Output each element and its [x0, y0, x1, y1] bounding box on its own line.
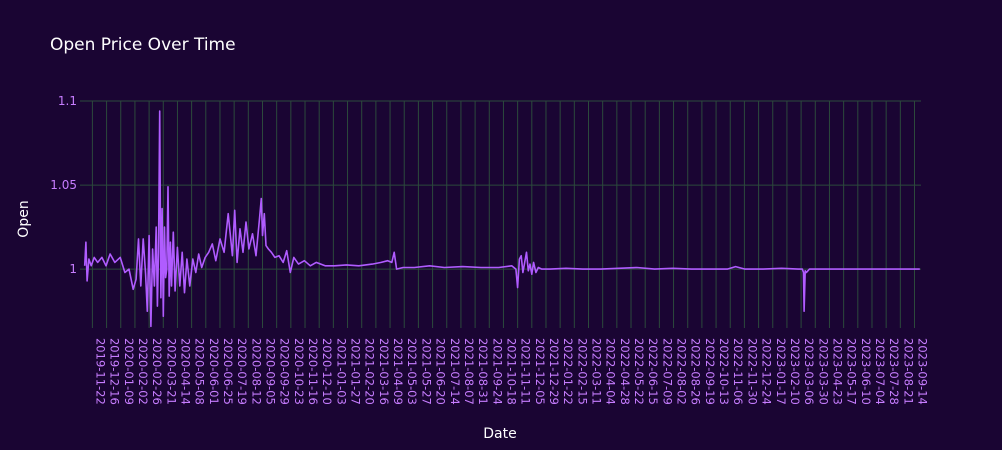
x-tick-label: 2019-12-16	[108, 338, 122, 405]
y-axis-title: Open	[16, 200, 32, 237]
y-tick-label: 1.05	[50, 178, 77, 192]
grid	[80, 100, 921, 328]
x-tick-label: 2021-11-11	[519, 338, 533, 405]
x-tick-label: 2023-08-21	[901, 338, 915, 405]
x-tick-label: 2023-04-23	[830, 338, 844, 405]
x-tick-label: 2021-08-07	[462, 338, 476, 405]
chart-title: Open Price Over Time	[50, 35, 236, 55]
x-tick-label: 2021-12-05	[533, 338, 547, 405]
x-tick-label: 2020-02-26	[150, 338, 164, 405]
x-tick-label: 2020-12-10	[320, 338, 334, 405]
x-tick-label: 2022-04-28	[618, 338, 632, 405]
x-tick-label: 2020-09-29	[278, 338, 292, 405]
x-tick-label: 2022-10-13	[717, 338, 731, 405]
x-tick-label: 2020-03-21	[164, 338, 178, 405]
x-tick-label: 2020-10-23	[292, 338, 306, 405]
x-tick-label: 2020-01-09	[122, 338, 136, 405]
x-tick-label: 2020-04-14	[178, 338, 192, 405]
x-tick-label: 2023-07-04	[873, 338, 887, 405]
x-tick-label: 2021-01-27	[349, 338, 363, 405]
x-tick-label: 2023-02-10	[788, 338, 802, 405]
x-tick-label: 2020-05-08	[193, 338, 207, 405]
x-tick-label: 2019-11-22	[93, 338, 107, 405]
x-tick-label: 2020-08-12	[249, 338, 263, 405]
x-tick-label: 2020-07-19	[235, 338, 249, 405]
x-tick-label: 2023-01-17	[774, 338, 788, 405]
x-tick-label: 2022-07-09	[660, 338, 674, 405]
x-tick-label: 2022-03-11	[589, 338, 603, 405]
x-tick-label: 2020-06-25	[221, 338, 235, 405]
x-tick-label: 2021-07-14	[448, 338, 462, 405]
x-tick-label: 2020-09-05	[263, 338, 277, 405]
x-tick-label: 2021-10-18	[504, 338, 518, 405]
x-tick-label: 2022-04-04	[604, 338, 618, 405]
x-tick-label: 2021-09-24	[490, 338, 504, 405]
x-tick-label: 2022-09-19	[703, 338, 717, 405]
x-tick-label: 2023-03-30	[816, 338, 830, 405]
x-tick-label: 2021-01-03	[334, 338, 348, 405]
x-tick-label: 2022-05-22	[632, 338, 646, 405]
x-tick-label: 2020-02-02	[136, 338, 150, 405]
x-tick-label: 2022-06-15	[646, 338, 660, 405]
x-tick-label: 2022-01-22	[561, 338, 575, 405]
x-tick-label: 2022-08-26	[689, 338, 703, 405]
x-tick-label: 2021-03-16	[377, 338, 391, 405]
x-axis-title: Date	[483, 426, 516, 442]
x-tick-label: 2022-11-06	[731, 338, 745, 405]
x-tick-label: 2020-11-16	[306, 338, 320, 405]
x-tick-label: 2023-06-10	[859, 338, 873, 405]
y-tick-label: 1.1	[58, 94, 77, 108]
x-tick-label: 2021-05-03	[405, 338, 419, 405]
x-tick-label: 2022-02-15	[575, 338, 589, 405]
x-tick-label: 2021-06-20	[434, 338, 448, 405]
x-tick-label: 2023-05-17	[845, 338, 859, 405]
y-tick-label: 1	[69, 262, 77, 276]
x-tick-label: 2021-08-31	[476, 338, 490, 405]
x-tick-label: 2021-02-20	[363, 338, 377, 405]
open-price-line	[83, 110, 920, 328]
x-tick-label: 2022-11-30	[745, 338, 759, 405]
x-tick-label: 2023-03-06	[802, 338, 816, 405]
x-tick-label: 2020-06-01	[207, 338, 221, 405]
y-axis: 1 1.05 1.1	[50, 94, 77, 276]
x-tick-label: 2022-08-02	[675, 338, 689, 405]
x-tick-label: 2021-05-27	[419, 338, 433, 405]
x-tick-label: 2022-12-24	[760, 338, 774, 405]
x-tick-label: 2021-12-29	[547, 338, 561, 405]
x-tick-label: 2023-07-28	[887, 338, 901, 405]
x-tick-label: 2021-04-09	[391, 338, 405, 405]
x-tick-label: 2023-09-14	[916, 338, 930, 405]
x-axis: 2019-11-22 2019-12-16 2020-01-09 2020-02-02…	[93, 338, 929, 405]
